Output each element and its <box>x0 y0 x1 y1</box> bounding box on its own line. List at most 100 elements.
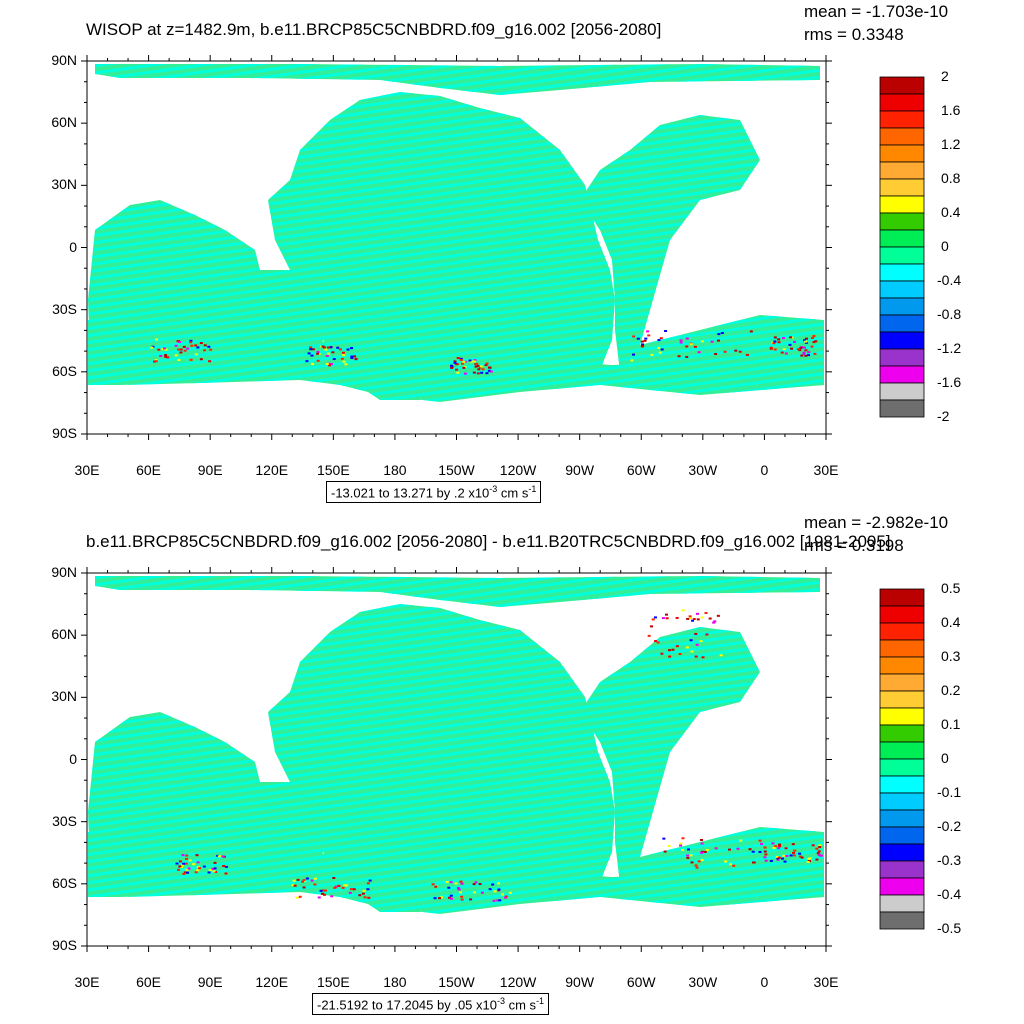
colorbar-swatch <box>879 212 925 231</box>
anomaly-spot <box>678 652 682 655</box>
anomaly-spot <box>804 337 808 340</box>
anomaly-spot <box>321 889 325 892</box>
anomaly-spot <box>788 343 792 346</box>
anomaly-spot <box>813 352 817 355</box>
anomaly-spot <box>704 611 708 614</box>
anomaly-spot <box>354 358 358 361</box>
anomaly-spot <box>333 886 337 889</box>
lon-label: 120W <box>499 974 537 990</box>
anomaly-spot <box>714 847 718 850</box>
anomaly-spot <box>485 372 489 375</box>
anomaly-spot <box>180 864 184 867</box>
colorbar-label: -0.1 <box>937 784 962 800</box>
lon-label: 60E <box>136 974 162 990</box>
anomaly-spot <box>450 366 454 369</box>
anomaly-spot <box>350 347 354 350</box>
anomaly-spot <box>654 640 658 643</box>
anomaly-spot <box>679 844 683 847</box>
colorbar-label: 1.6 <box>941 102 961 118</box>
anomaly-spot <box>459 358 463 361</box>
anomaly-spot <box>812 341 816 344</box>
anomaly-spot <box>693 345 697 348</box>
anomaly-spot <box>194 353 198 356</box>
anomaly-spot <box>291 884 295 887</box>
anomaly-spot <box>472 360 476 363</box>
anomaly-spot <box>806 860 810 863</box>
anomaly-spot <box>504 896 508 899</box>
anomaly-spot <box>192 863 196 866</box>
anomaly-spot <box>734 349 738 352</box>
colorbar-label: -2 <box>937 408 950 424</box>
anomaly-spot <box>720 332 724 335</box>
lon-label: 30E <box>74 974 100 990</box>
anomaly-spot <box>807 354 811 357</box>
anomaly-spot <box>154 360 158 363</box>
anomaly-spot <box>699 640 703 643</box>
anomaly-spot <box>758 850 762 853</box>
colorbar-swatch <box>879 911 925 930</box>
colorbar-label: -0.3 <box>937 852 962 868</box>
colorbar-swatch <box>879 161 925 180</box>
anomaly-spot <box>508 891 512 894</box>
anomaly-spot <box>812 335 816 338</box>
anomaly-spot <box>313 883 317 886</box>
anomaly-spot <box>363 896 367 899</box>
lat-label: 0 <box>69 750 77 767</box>
colorbar-swatch <box>879 93 925 112</box>
anomaly-spot <box>190 344 194 347</box>
anomaly-spot <box>772 846 776 849</box>
anomaly-spot <box>781 337 785 340</box>
anomaly-spot <box>686 617 690 620</box>
anomaly-spot <box>439 896 443 899</box>
anomaly-spot <box>719 654 723 657</box>
anomaly-spot <box>327 364 331 367</box>
anomaly-spot <box>164 355 168 358</box>
lon-label: 0 <box>760 974 769 990</box>
anomaly-spot <box>305 360 309 363</box>
anomaly-spot <box>685 646 689 649</box>
anomaly-spot <box>207 871 211 874</box>
anomaly-spot <box>478 883 482 886</box>
anomaly-spot <box>454 882 458 885</box>
colorbar-swatch <box>879 297 925 316</box>
anomaly-spot <box>447 886 451 889</box>
anomaly-spot <box>166 356 170 359</box>
anomaly-spot <box>302 879 306 882</box>
anomaly-spot <box>798 852 802 855</box>
anomaly-spot <box>681 837 685 840</box>
anomaly-spot <box>818 846 822 849</box>
anomaly-spot <box>209 348 213 351</box>
colorbar-label: 1.2 <box>941 136 961 152</box>
anomaly-spot <box>182 862 186 865</box>
anomaly-spot <box>157 348 161 351</box>
anomaly-spot <box>714 352 718 355</box>
anomaly-spot <box>469 360 473 363</box>
colorbar-label: 2 <box>941 68 949 84</box>
anomaly-spot <box>322 893 326 896</box>
anomaly-spot <box>662 837 666 840</box>
anomaly-spot <box>460 882 464 885</box>
anomaly-spot <box>317 896 321 899</box>
anomaly-spot <box>216 854 220 857</box>
anomaly-spot <box>685 345 689 348</box>
anomaly-spot <box>773 845 777 848</box>
anomaly-spot <box>183 871 187 874</box>
anomaly-spot <box>459 357 463 360</box>
anomaly-spot <box>679 339 683 342</box>
anomaly-spot <box>686 854 690 857</box>
colorbar-label: 0.3 <box>941 648 961 664</box>
map-plot-bottom <box>81 567 925 952</box>
anomaly-spot <box>178 860 182 863</box>
anomaly-spot <box>671 648 675 651</box>
anomaly-spot <box>699 838 703 841</box>
anomaly-spot <box>186 347 190 350</box>
anomaly-spot <box>300 880 304 883</box>
anomaly-spot <box>793 849 797 852</box>
anomaly-spot <box>763 846 767 849</box>
anomaly-spot <box>453 361 457 364</box>
anomaly-spot <box>497 882 501 885</box>
anomaly-spot <box>178 341 182 344</box>
anomaly-spot <box>771 842 775 845</box>
colorbar-swatch <box>879 382 925 401</box>
anomaly-spot <box>649 625 653 628</box>
